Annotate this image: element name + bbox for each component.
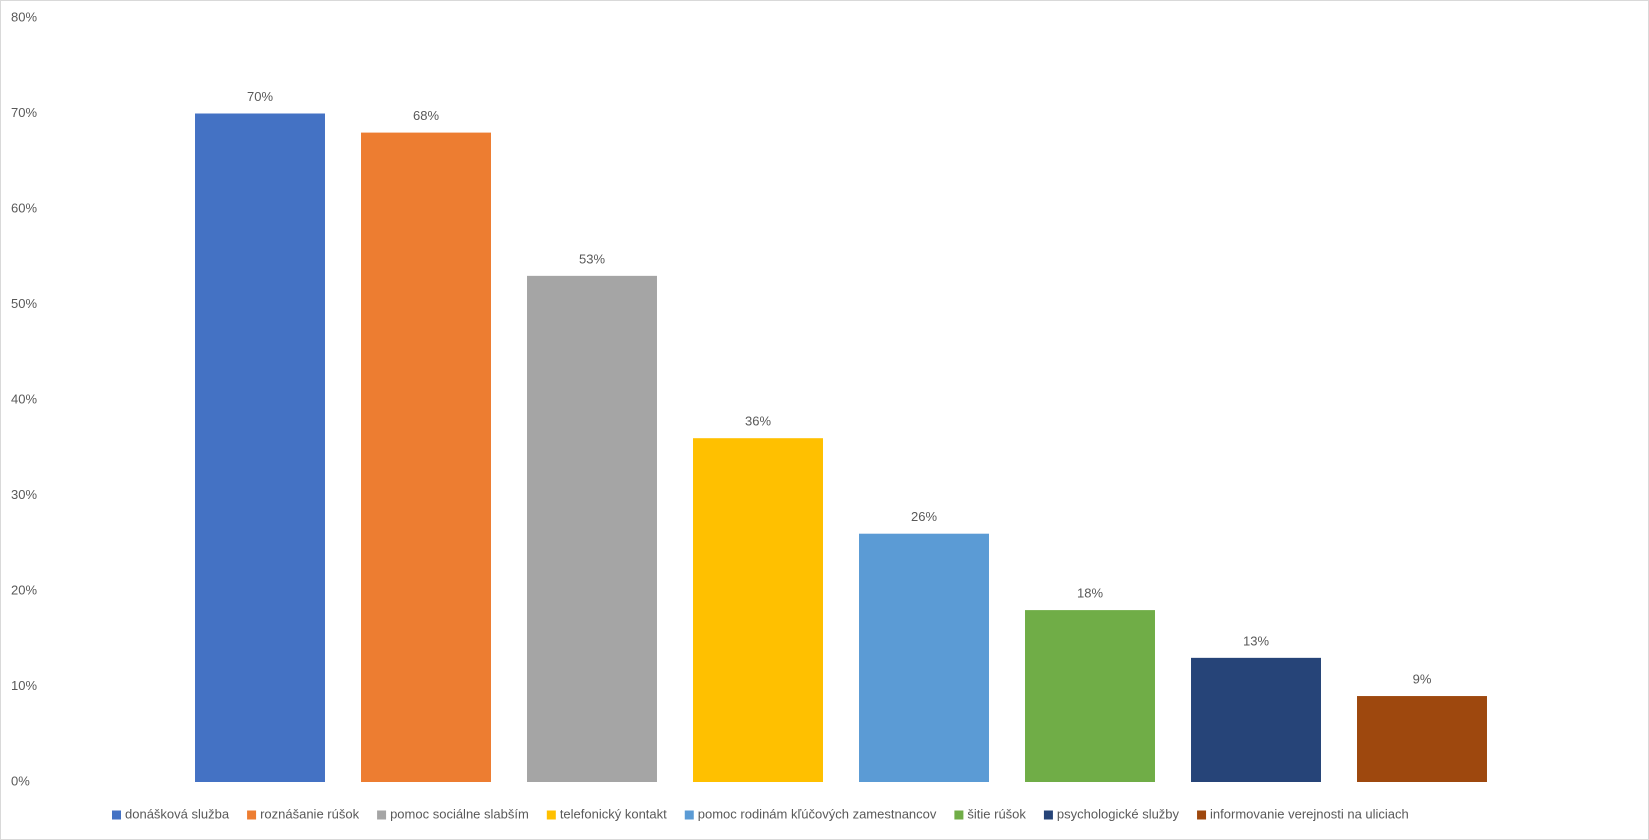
legend-swatch (1043, 810, 1053, 820)
legend-label: psychologické služby (1057, 806, 1180, 821)
legend-swatch (546, 810, 556, 820)
legend-label: telefonický kontakt (560, 806, 667, 821)
y-tick-label: 80% (11, 9, 37, 24)
data-label: 13% (1243, 633, 1269, 648)
bar (527, 275, 657, 782)
data-label: 53% (579, 251, 605, 266)
bar (195, 113, 325, 782)
legend-label: informovanie verejnosti na uliciach (1210, 806, 1409, 821)
data-label: 18% (1077, 586, 1103, 601)
legend-label: pomoc rodinám kľúčových zamestnancov (698, 806, 937, 821)
y-tick-label: 0% (11, 773, 30, 788)
y-tick-label: 30% (11, 487, 37, 502)
legend-swatch (1197, 810, 1207, 820)
legend-label: pomoc sociálne slabším (390, 806, 529, 821)
legend-label: roznášanie rúšok (260, 806, 359, 821)
bar (1357, 696, 1487, 782)
bar (693, 438, 823, 782)
bar (859, 533, 989, 782)
legend-swatch (247, 810, 257, 820)
y-tick-label: 50% (11, 296, 37, 311)
bar (361, 132, 491, 783)
legend-swatch (377, 810, 387, 820)
data-label: 9% (1413, 671, 1432, 686)
legend-swatch (112, 810, 121, 820)
y-tick-label: 70% (11, 105, 37, 120)
y-tick-label: 40% (11, 391, 37, 406)
bar (1025, 610, 1155, 782)
legend-swatch (684, 810, 694, 820)
legend-swatch (954, 810, 964, 820)
bar (1191, 657, 1321, 782)
y-tick-label: 10% (11, 678, 37, 693)
data-label: 70% (247, 89, 273, 104)
data-label: 26% (911, 509, 937, 524)
y-tick-label: 20% (11, 582, 37, 597)
legend-label: šitie rúšok (967, 806, 1026, 821)
legend-label: donášková služba (125, 806, 230, 821)
data-label: 68% (413, 108, 439, 123)
y-tick-label: 60% (11, 200, 37, 215)
data-label: 36% (745, 414, 771, 429)
